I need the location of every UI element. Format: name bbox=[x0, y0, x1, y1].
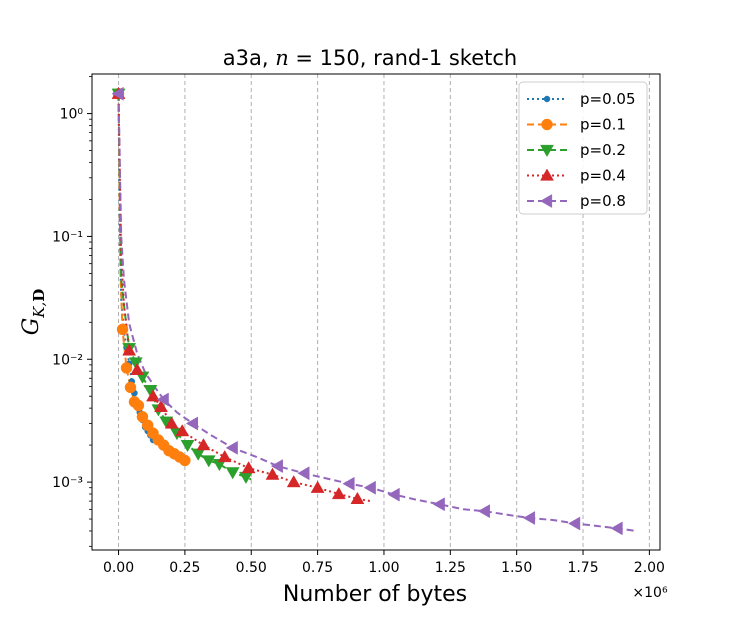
legend-marker bbox=[540, 144, 554, 158]
x-axis-ticks: 0.00 0.25 0.50 0.75 1.00 1.25 1.50 1.75 2.00 bbox=[103, 550, 665, 576]
data-point-series-2 bbox=[141, 419, 154, 432]
legend-marker bbox=[540, 168, 554, 181]
data-point-series-5 bbox=[568, 516, 581, 531]
data-point-series-4 bbox=[130, 362, 145, 375]
y-tick-label: 10⁻² bbox=[52, 352, 83, 368]
x-tick-label: 0.00 bbox=[103, 560, 134, 576]
legend-marker bbox=[539, 194, 553, 208]
data-point-series-5 bbox=[297, 466, 310, 481]
y-axis-ticks: 10⁻³ 10⁻² 10⁻¹ 10⁰ bbox=[52, 76, 92, 547]
data-point-series-3 bbox=[225, 467, 240, 480]
y-axis-label: GK,D bbox=[19, 289, 48, 336]
data-point-series-4 bbox=[265, 467, 280, 480]
data-point-series-4 bbox=[164, 416, 179, 429]
data-point-series-3 bbox=[180, 439, 195, 453]
data-point-series-5 bbox=[363, 480, 376, 495]
data-point-series-4 bbox=[196, 438, 211, 451]
data-point-series-4 bbox=[154, 399, 168, 412]
y-tick-label: 10⁰ bbox=[60, 107, 84, 123]
legend-marker bbox=[543, 95, 551, 103]
data-point-series-5 bbox=[270, 459, 283, 474]
data-point-series-2 bbox=[120, 362, 133, 374]
x-tick-label: 0.50 bbox=[236, 560, 267, 576]
data-point-series-4 bbox=[122, 343, 137, 356]
data-point-series-4 bbox=[217, 450, 232, 463]
data-point-series-5 bbox=[111, 86, 124, 101]
legend-label: p=0.05 bbox=[580, 90, 636, 108]
data-point-series-4 bbox=[146, 389, 160, 402]
data-point-series-4 bbox=[241, 461, 256, 474]
data-point-series-4 bbox=[350, 491, 365, 505]
data-point-series-2 bbox=[179, 454, 191, 467]
data-point-series-4 bbox=[286, 475, 301, 488]
y-tick-label: 10⁻³ bbox=[52, 475, 83, 491]
data-point-series-4 bbox=[175, 424, 190, 437]
x-tick-label: 0.25 bbox=[169, 560, 200, 576]
data-point-series-4 bbox=[310, 480, 325, 493]
data-point-series-5 bbox=[477, 504, 490, 519]
data-point-series-2 bbox=[136, 411, 149, 423]
data-point-series-5 bbox=[185, 416, 198, 431]
series-line-3 bbox=[117, 93, 252, 481]
legend-label: p=0.8 bbox=[580, 192, 626, 210]
legend-label: p=0.2 bbox=[580, 141, 626, 159]
legend-frame bbox=[518, 81, 648, 215]
y-tick-label: 10⁻¹ bbox=[52, 229, 83, 245]
plot-frame bbox=[91, 73, 661, 551]
data-point-series-4 bbox=[331, 486, 346, 500]
x-tick-label: 1.00 bbox=[368, 560, 399, 576]
data-point-series-5 bbox=[387, 487, 400, 502]
legend-label: p=0.1 bbox=[580, 116, 626, 134]
x-axis-label: Number of bytes bbox=[283, 582, 467, 607]
x-tick-label: 0.75 bbox=[302, 560, 333, 576]
data-point-series-2 bbox=[116, 323, 129, 336]
data-point-series-5 bbox=[156, 392, 169, 407]
data-point-series-3 bbox=[128, 357, 143, 370]
legend-marker bbox=[541, 118, 553, 131]
data-point-series-2 bbox=[124, 381, 137, 394]
x-tick-label: 1.75 bbox=[567, 560, 598, 576]
data-point-series-3 bbox=[201, 455, 216, 468]
data-point-series-5 bbox=[432, 497, 445, 512]
legend: p=0.05 p=0.1 p=0.2 p=0.4 p=0.8 bbox=[518, 81, 648, 215]
x-tick-label: 1.50 bbox=[501, 560, 532, 576]
data-point-series-5 bbox=[610, 521, 623, 536]
series-markers bbox=[111, 86, 623, 536]
data-point-series-5 bbox=[522, 511, 536, 525]
x-tick-label: 1.25 bbox=[435, 560, 466, 576]
chart-title: a3a, n = 150, rand-1 sketch bbox=[223, 46, 517, 70]
x-tick-label: 2.00 bbox=[634, 560, 665, 576]
data-point-series-5 bbox=[342, 476, 355, 491]
data-point-series-2 bbox=[132, 399, 145, 412]
data-point-series-5 bbox=[225, 440, 238, 455]
legend-label: p=0.4 bbox=[580, 167, 626, 185]
x-offset-text: ×10⁶ bbox=[632, 585, 668, 601]
